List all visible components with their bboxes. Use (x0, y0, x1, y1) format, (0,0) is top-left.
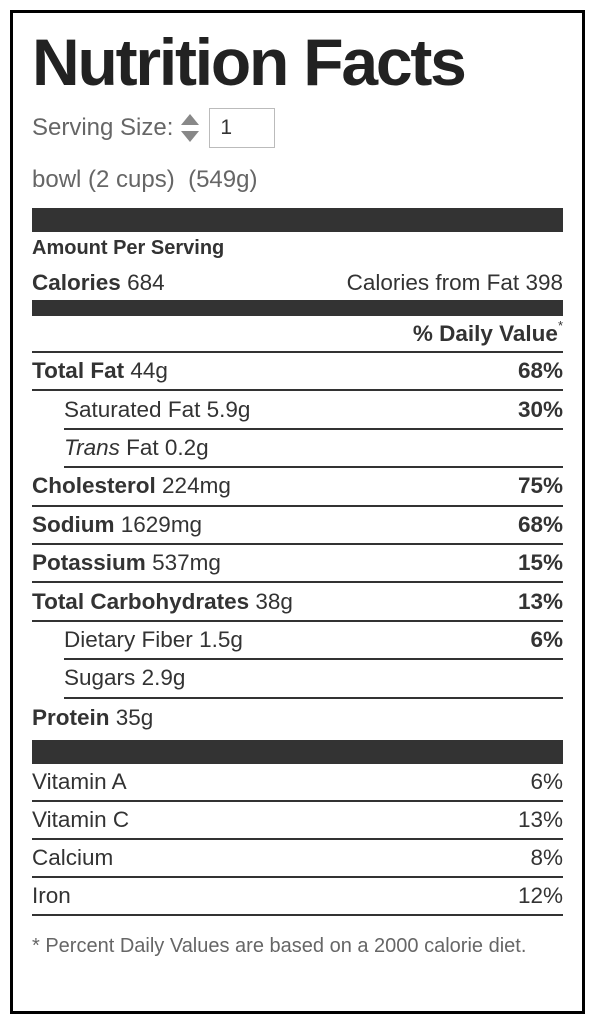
nutrient-name: Dietary Fiber (64, 626, 193, 652)
stepper[interactable] (179, 111, 201, 145)
nutrient-amount: 537mg (152, 550, 221, 576)
cff-label: Calories from Fat (346, 270, 520, 295)
nutrient-prefix: Trans (64, 434, 120, 460)
nutrient-label: Cholesterol 224mg (32, 473, 231, 499)
nutrient-daily-value: 30% (517, 396, 563, 422)
nutrient-amount: 38g (255, 588, 293, 614)
calories-row: Calories 684 Calories from Fat 398 (32, 266, 563, 302)
vitamin-daily-value: 8% (530, 845, 563, 870)
serving-quantity-input[interactable]: 1 (209, 108, 276, 148)
nutrient-label: Protein 35g (32, 705, 153, 731)
nutrient-daily-value: 75% (517, 473, 563, 499)
nutrient-name: Total Carbohydrates (32, 588, 250, 614)
nutrient-daily-value: 15% (517, 550, 563, 576)
amount-per-serving: Amount Per Serving (32, 237, 225, 259)
nutrient-amount: 35g (115, 704, 154, 730)
nutrient-daily-value: 13% (517, 588, 563, 614)
nutrient-name: Protein (32, 704, 110, 730)
nutrient-row: Sugars 2.9g (64, 660, 563, 699)
vitamin-name: Calcium (32, 845, 114, 870)
nutrient-daily-value: 68% (517, 511, 563, 537)
nutrient-row: Cholesterol 224mg 75% (32, 468, 563, 507)
nutrient-name: Saturated Fat (64, 396, 201, 422)
nutrient-label: Saturated Fat 5.9g (64, 397, 250, 423)
nutrient-row: Protein 35g (32, 699, 563, 737)
nutrient-amount: 5.9g (206, 396, 251, 422)
cff-value: 398 (525, 270, 563, 295)
nutrient-label: Potassium 537mg (32, 550, 221, 576)
daily-value-header: % Daily Value * (32, 316, 563, 353)
vitamin-name: Vitamin C (32, 807, 130, 832)
serving-unit-row: bowl (2 cups) (549g) (32, 160, 257, 200)
calories-from-fat: Calories from Fat 398 (347, 270, 563, 296)
nutrient-label: Sodium 1629mg (32, 512, 202, 538)
nutrient-amount: 2.9g (141, 665, 186, 691)
footnote: * Percent Daily Values are based on a 20… (32, 935, 527, 957)
vitamin-daily-value: 12% (517, 883, 563, 908)
nutrient-label: Dietary Fiber 1.5g (64, 627, 243, 653)
nutrient-name: Fat (126, 434, 159, 460)
calories: Calories 684 (32, 270, 165, 296)
calories-value: 684 (127, 270, 165, 295)
nutrient-name: Total Fat (32, 358, 125, 384)
nutrient-name: Cholesterol (32, 473, 156, 499)
nutrient-amount: 44g (130, 358, 168, 384)
nutrient-amount: 0.2g (164, 434, 209, 460)
vitamin-row: Vitamin C 13% (32, 802, 563, 840)
serving-weight: (549g) (188, 166, 258, 193)
nutrient-label: Total Fat 44g (32, 358, 168, 384)
vitamin-row: Vitamin A 6% (32, 764, 563, 802)
nutrient-name: Sodium (32, 511, 115, 537)
nutrient-amount: 1.5g (199, 626, 243, 652)
nutrient-daily-value: 6% (530, 626, 563, 652)
serving-size: Serving Size: 1 (32, 108, 276, 148)
thick-bar (32, 208, 563, 232)
nutrient-row: Saturated Fat 5.9g 30% (64, 391, 563, 430)
nutrient-label: Total Carbohydrates 38g (32, 589, 293, 615)
nutrient-name: Potassium (32, 550, 146, 576)
nutrient-row: Total Fat 44g 68% (32, 353, 563, 392)
nutrient-row: Dietary Fiber 1.5g 6% (64, 622, 563, 661)
dv-header: % Daily Value (412, 320, 558, 346)
serving-label: Serving Size: (32, 114, 174, 141)
nutrient-label: Trans Fat 0.2g (64, 435, 209, 461)
calories-label: Calories (32, 270, 121, 295)
nutrient-row: Total Carbohydrates 38g 13% (32, 583, 563, 622)
medium-bar (32, 302, 563, 316)
thick-bar (32, 740, 563, 764)
nutrient-amount: 224mg (162, 473, 231, 499)
nutrient-row: Trans Fat 0.2g (64, 430, 563, 469)
serving-unit: bowl (2 cups) (32, 166, 175, 193)
title: Nutrition Facts (32, 25, 467, 99)
vitamin-row: Calcium 8% (32, 840, 563, 878)
vitamin-name: Vitamin A (32, 769, 127, 794)
nutrient-label: Sugars 2.9g (64, 665, 185, 691)
nutrient-daily-value: 68% (517, 358, 563, 384)
vitamin-row: Iron 12% (32, 878, 563, 916)
vitamin-daily-value: 13% (517, 807, 563, 832)
nutrient-row: Potassium 537mg 15% (32, 545, 563, 584)
vitamin-daily-value: 6% (530, 769, 563, 794)
vitamin-name: Iron (32, 883, 71, 908)
label-frame (10, 10, 585, 1014)
nutrient-name: Sugars (64, 665, 136, 691)
nutrient-row: Sodium 1629mg 68% (32, 507, 563, 545)
nutrient-amount: 1629mg (120, 511, 203, 537)
dv-asterisk: * (557, 318, 563, 333)
